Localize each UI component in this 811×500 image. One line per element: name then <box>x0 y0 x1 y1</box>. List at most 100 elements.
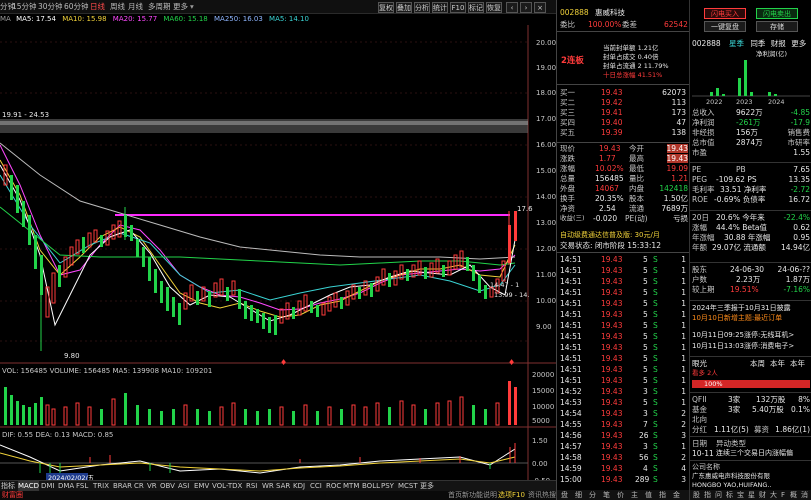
stat-row: 净资 2.54 流通 7689万 <box>560 204 688 213</box>
chevron-down-icon[interactable]: ▾ <box>190 2 194 11</box>
tab-macd[interactable]: MACD <box>18 481 39 492</box>
tab-1min[interactable]: 分钟 <box>0 2 15 11</box>
ma-item: MA5: 14.10 <box>269 15 309 23</box>
svg-text:10000: 10000 <box>532 403 554 411</box>
tick-row: 14:59 19.43 4 S 4 <box>560 464 686 473</box>
tab-kdj[interactable]: KDJ <box>293 482 306 490</box>
mark-button[interactable]: 标记 <box>468 2 484 13</box>
period-toolbar: 分钟 15分钟 30分钟 60分钟 日线 周线 月线 多周期 更多 ▾ 复权 叠… <box>0 0 556 14</box>
peak-label: 17.6 <box>517 205 533 213</box>
svg-text:17.00: 17.00 <box>536 115 556 123</box>
tab-brar[interactable]: BRAR <box>113 482 133 490</box>
tick-row: 14:58 19.43 56 S 2 <box>560 453 686 462</box>
volume-axis: 20000 15000 10000 5000 <box>532 371 554 425</box>
quote-stats: 现价 19.43 今开 19.43 涨跌 1.77 最高 19.43 涨幅 10.02% 最低 1… <box>557 142 690 223</box>
news-item[interactable]: 10月11日13:03涨停:消费电子> <box>692 342 795 350</box>
save-button[interactable]: 存储 <box>756 21 798 32</box>
adjust-button[interactable]: 复权 <box>378 2 394 13</box>
buy-row[interactable]: 买五 19.39 138 <box>560 128 686 137</box>
tab-sar[interactable]: SAR <box>276 482 291 490</box>
status-notice[interactable]: 首页新功能说明 <box>448 491 497 499</box>
tab-vr[interactable]: VR <box>147 482 157 490</box>
ma-line <box>0 164 516 327</box>
buy-row[interactable]: 买一 19.43 62073 <box>560 88 686 97</box>
tab-trix[interactable]: TRIX <box>93 482 109 490</box>
svg-text:5000: 5000 <box>532 417 550 425</box>
tab-15min[interactable]: 15分钟 <box>12 2 37 11</box>
limit-info-box: 2连板 当前封单额 1.21亿 封单占成交 0.40倍 封单占流通 2 11.7… <box>557 31 690 85</box>
tick-row: 14:55 19.43 7 S 2 <box>560 420 686 429</box>
tab-weekly[interactable]: 周线 <box>110 2 125 11</box>
news-item[interactable]: 2024年三季报于10月31日披露 <box>692 304 791 312</box>
news-item[interactable]: 10月11日09:25涨停:无线耳机> <box>692 331 795 339</box>
analysis-button[interactable]: 分析 <box>414 2 430 13</box>
sentiment-bar: 100% <box>692 380 810 388</box>
tab-monthly[interactable]: 月线 <box>128 2 143 11</box>
tab-emv[interactable]: EMV <box>194 482 210 490</box>
valuation-rows: PE PB 7.65 PEG -109.62 PS 13.35 毛利率 33.51 净利率… <box>690 162 811 204</box>
buy-row[interactable]: 买四 19.40 47 <box>560 118 686 127</box>
limit-line: 封单占成交 0.40倍 <box>603 53 659 61</box>
tab-daily[interactable]: 日线 <box>90 2 105 11</box>
tick-row: 14:51 19.43 5 S 1 <box>560 277 686 286</box>
chevron-right-icon[interactable]: › <box>520 2 532 13</box>
tab-dma[interactable]: DMA <box>58 482 75 490</box>
close-icon[interactable]: × <box>534 2 546 13</box>
status-left[interactable]: 财富圈 <box>2 491 23 499</box>
tab-cci[interactable]: CCI <box>310 482 322 490</box>
buy-row[interactable]: 买三 19.41 173 <box>560 108 686 117</box>
tab-dmi[interactable]: DMI <box>41 482 55 490</box>
status-right[interactable]: 资讯热搜 <box>528 491 556 499</box>
tab-indicator[interactable]: 指标 <box>1 482 15 490</box>
stats-button[interactable]: 统计 <box>432 2 448 13</box>
flash-sell-button[interactable]: 闪电卖出 <box>756 8 798 19</box>
overlay-button[interactable]: 叠加 <box>396 2 412 13</box>
trade-status: 交易状态: 闭市阶段 15:33:12 <box>560 241 661 250</box>
tab-roc[interactable]: ROC <box>326 482 342 490</box>
buy-row[interactable]: 买二 19.42 113 <box>560 98 686 107</box>
tab-fsl[interactable]: FSL <box>76 482 89 490</box>
event-marker: ♦ <box>280 358 287 367</box>
news-item[interactable]: 10月10日新增主题:最近订单 <box>692 314 783 322</box>
stat-row: 总量 156485 量比 1.21 <box>560 174 688 183</box>
tab-mcst[interactable]: MCST <box>398 482 418 490</box>
weibi-row: 委比 100.00% 委差 62542 <box>560 20 688 29</box>
chevron-left-icon[interactable]: ‹ <box>506 2 518 13</box>
tab-multi-period[interactable]: 多周期 <box>148 2 171 11</box>
tab-boll[interactable]: BOLL <box>362 482 380 490</box>
tab-60min[interactable]: 60分钟 <box>64 2 89 11</box>
tick-list[interactable]: 14:51 19.43 5 S 1 14:51 19.43 5 S 1 14:51 19.43 5 S… <box>557 252 690 490</box>
tab-obv[interactable]: OBV <box>160 482 175 490</box>
tab-vol-tdx[interactable]: VOL-TDX <box>212 482 243 490</box>
flash-buy-button[interactable]: 闪电买入 <box>704 8 746 19</box>
tick-row: 14:51 19.43 5 S 1 <box>560 255 686 264</box>
f10-button[interactable]: F10 <box>450 2 466 13</box>
kline-chart[interactable]: 19.91 - 24.53 <box>0 25 556 488</box>
svg-text:2024: 2024 <box>768 98 785 104</box>
sentiment-box: 眼光 本周 本年 本年 看多 2人 100% <box>690 356 811 388</box>
tick-row: 14:51 19.43 5 S 1 <box>560 288 686 297</box>
tab-wr[interactable]: WR <box>262 482 274 490</box>
volume-bars <box>4 381 517 426</box>
tab-more-indicators[interactable]: 更多 <box>420 482 434 490</box>
replay-button[interactable]: 一键复盘 <box>704 21 746 32</box>
tab-cr[interactable]: CR <box>134 482 144 490</box>
dif-line <box>0 444 516 474</box>
tab-more[interactable]: 更多 <box>173 2 188 11</box>
indicator-tabs: 指标 MACD DMI DMA FSL TRIX BRAR CR VR OBV … <box>0 480 556 492</box>
ad-line[interactable]: 自动级费通达信普及版: 30元/月 <box>560 231 660 239</box>
status-tip[interactable]: 选项F10 <box>498 491 525 499</box>
tab-rsi[interactable]: RSI <box>246 482 258 490</box>
tab-mtm[interactable]: MTM <box>343 482 360 490</box>
near-low-label: 13.99 - 14. <box>494 291 529 299</box>
tick-row: 14:57 19.43 3 S 1 <box>560 442 686 451</box>
tab-asi[interactable]: ASI <box>178 482 190 490</box>
tick-row: 14:51 19.43 5 S 1 <box>560 343 686 352</box>
tab-psy[interactable]: PSY <box>381 482 394 490</box>
tick-row: 14:51 19.43 5 S 1 <box>560 365 686 374</box>
svg-text:20000: 20000 <box>532 371 554 379</box>
svg-text:2023: 2023 <box>736 98 753 104</box>
f10-panel: 闪电买入 闪电卖出 一键复盘 存储 002888 星季 同季 财报 更多 净利润… <box>689 0 811 500</box>
tab-30min[interactable]: 30分钟 <box>38 2 63 11</box>
restore-button[interactable]: 恢复 <box>486 2 502 13</box>
